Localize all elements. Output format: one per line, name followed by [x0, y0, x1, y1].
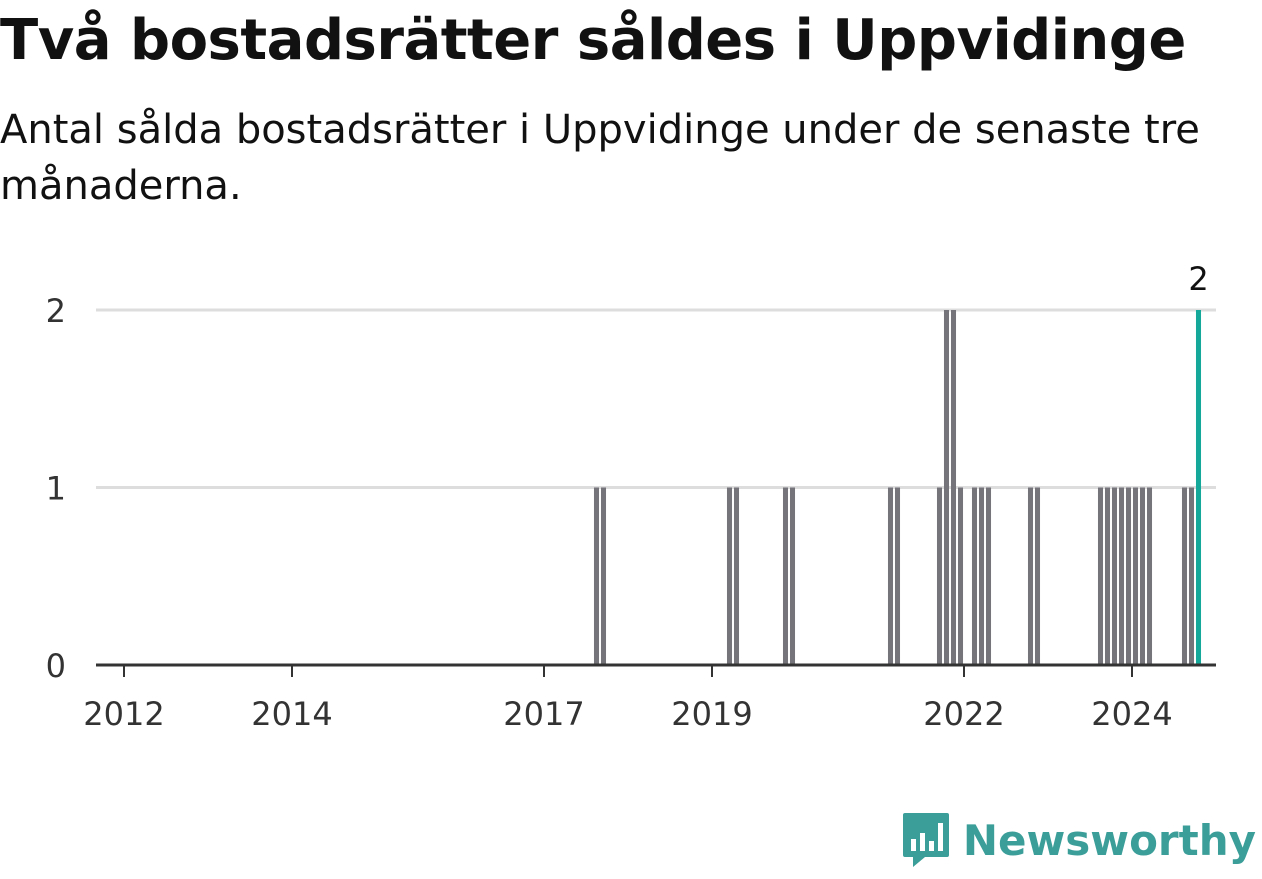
- bar: [593, 487, 600, 665]
- bar: [1111, 487, 1118, 665]
- bar: [894, 487, 901, 665]
- chart-subtitle: Antal sålda bostadsrätter i Uppvidinge u…: [0, 107, 1200, 209]
- bar: [1118, 487, 1125, 665]
- bar: [971, 487, 978, 665]
- highlight-label: 2: [1188, 260, 1208, 298]
- newsworthy-logo-icon: [902, 813, 949, 867]
- bar: [887, 487, 894, 665]
- bar: [789, 487, 796, 665]
- x-tick-label: 2017: [503, 695, 584, 733]
- y-tick-label: 2: [46, 292, 66, 330]
- bar: [1104, 487, 1111, 665]
- bar: [600, 487, 607, 665]
- bar: [733, 487, 740, 665]
- bar: [943, 310, 950, 665]
- chart-title: Två bostadsrätter såldes i Uppvidinge: [0, 8, 1186, 73]
- bar: [978, 487, 985, 665]
- bars: [593, 310, 1202, 665]
- bar: [936, 487, 943, 665]
- bar: [1034, 487, 1041, 665]
- bar: [1139, 487, 1146, 665]
- bar: [957, 487, 964, 665]
- y-tick-label: 1: [46, 470, 66, 508]
- brand-name: Newsworthy: [962, 815, 1256, 865]
- bar: [1181, 487, 1188, 665]
- bar: [782, 487, 789, 665]
- x-tick-label: 2019: [671, 695, 752, 733]
- highlight-bar: [1195, 310, 1202, 665]
- y-tick-label: 0: [46, 647, 66, 685]
- axes: 0 1 2 2 2012 2014 2017 2019 2022 2024: [46, 260, 1216, 733]
- bar: [1132, 487, 1139, 665]
- newsworthy-logo: Newsworthy: [901, 811, 1256, 869]
- bar: [985, 487, 992, 665]
- x-tick-label: 2024: [1091, 695, 1172, 733]
- x-tick-label: 2012: [83, 695, 164, 733]
- bar: [1027, 487, 1034, 665]
- x-tick-label: 2022: [923, 695, 1004, 733]
- bar: [1125, 487, 1132, 665]
- bar: [1188, 487, 1195, 665]
- gridlines: [96, 308, 1216, 489]
- bar: [1146, 487, 1153, 665]
- bar: [950, 310, 957, 665]
- bar: [1097, 487, 1104, 665]
- bar-chart: 0 1 2 2 2012 2014 2017 2019 2022 2024: [46, 260, 1216, 733]
- bar: [726, 487, 733, 665]
- x-tick-label: 2014: [251, 695, 332, 733]
